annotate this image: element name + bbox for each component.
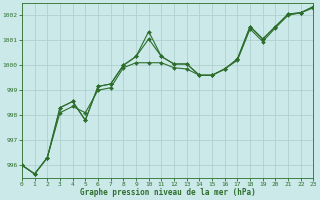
X-axis label: Graphe pression niveau de la mer (hPa): Graphe pression niveau de la mer (hPa) (80, 188, 256, 197)
